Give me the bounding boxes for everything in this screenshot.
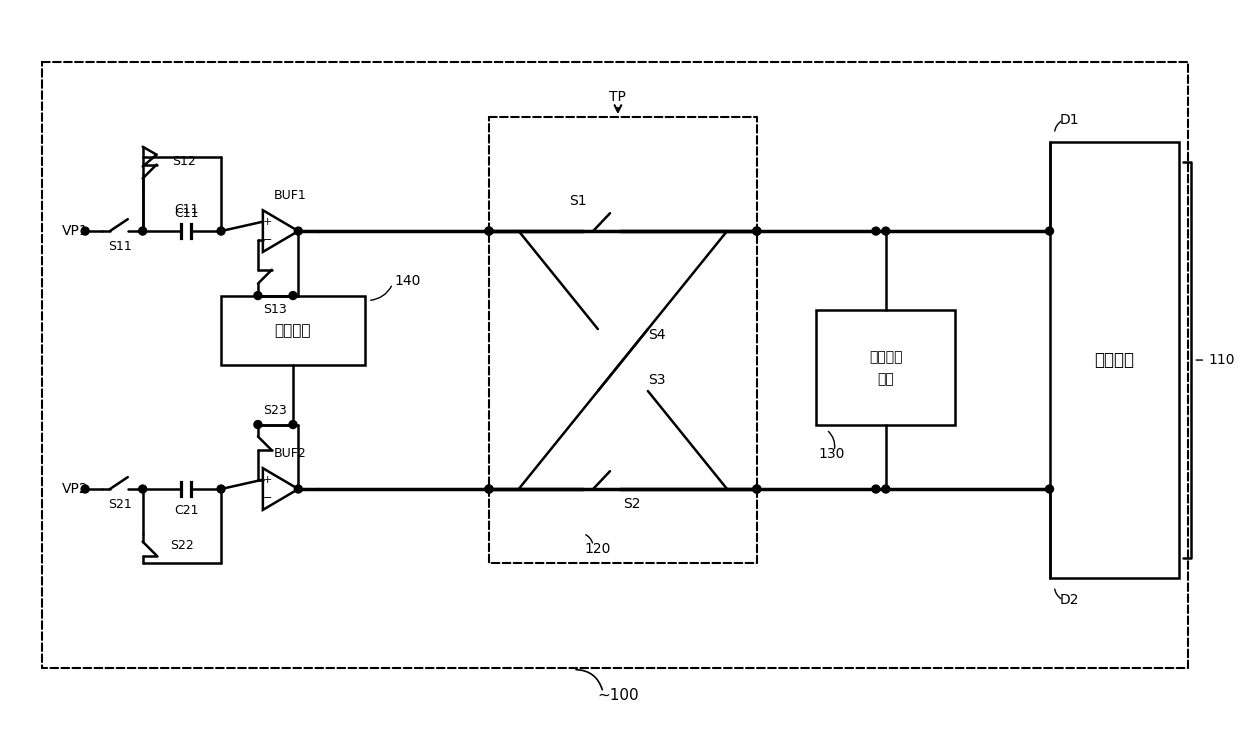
Text: S11: S11 xyxy=(108,240,131,254)
Text: 电路: 电路 xyxy=(878,372,894,386)
Text: D1: D1 xyxy=(1059,113,1079,127)
Text: ~100: ~100 xyxy=(598,688,639,703)
Text: 140: 140 xyxy=(394,273,422,287)
Circle shape xyxy=(294,227,303,235)
Circle shape xyxy=(485,227,494,235)
Text: C21: C21 xyxy=(174,504,198,517)
Circle shape xyxy=(139,227,146,235)
Circle shape xyxy=(254,421,262,429)
Circle shape xyxy=(753,485,761,493)
Circle shape xyxy=(217,227,224,235)
Text: S13: S13 xyxy=(263,303,286,316)
Text: S22: S22 xyxy=(170,539,195,552)
Text: 110: 110 xyxy=(1208,353,1235,367)
Circle shape xyxy=(1045,227,1054,235)
Text: S4: S4 xyxy=(647,328,665,342)
Circle shape xyxy=(81,485,89,493)
Circle shape xyxy=(289,421,296,429)
Text: BUF1: BUF1 xyxy=(274,189,306,202)
Text: 130: 130 xyxy=(818,447,844,461)
Text: −: − xyxy=(263,493,273,504)
Text: 调整电路: 调整电路 xyxy=(275,323,311,338)
Circle shape xyxy=(485,485,494,493)
Circle shape xyxy=(254,292,262,300)
Circle shape xyxy=(217,485,224,493)
Text: 电荷分享: 电荷分享 xyxy=(869,350,903,364)
Text: VP1: VP1 xyxy=(62,224,89,238)
Text: BUF2: BUF2 xyxy=(274,447,306,460)
Circle shape xyxy=(882,227,890,235)
Circle shape xyxy=(485,227,494,235)
Circle shape xyxy=(872,227,880,235)
Text: D2: D2 xyxy=(1059,593,1079,607)
Text: +: + xyxy=(263,475,273,485)
Circle shape xyxy=(882,485,890,493)
Text: S1: S1 xyxy=(569,194,587,208)
Text: +: + xyxy=(263,217,273,226)
Text: S21: S21 xyxy=(108,498,131,512)
Text: 显示面板: 显示面板 xyxy=(1094,351,1135,369)
Circle shape xyxy=(753,227,761,235)
Text: S2: S2 xyxy=(622,497,640,511)
Text: −: − xyxy=(263,235,273,246)
Circle shape xyxy=(753,485,761,493)
Circle shape xyxy=(753,227,761,235)
Text: C11: C11 xyxy=(174,203,198,216)
Circle shape xyxy=(81,227,89,235)
Text: 120: 120 xyxy=(585,542,611,556)
Circle shape xyxy=(1045,485,1054,493)
Text: C11: C11 xyxy=(174,207,198,220)
Circle shape xyxy=(294,485,303,493)
Text: S23: S23 xyxy=(263,404,286,417)
Text: VP2: VP2 xyxy=(62,482,89,496)
Circle shape xyxy=(872,485,880,493)
Circle shape xyxy=(485,485,494,493)
Text: S3: S3 xyxy=(647,373,665,387)
Circle shape xyxy=(289,292,296,300)
Text: S12: S12 xyxy=(172,155,196,168)
Circle shape xyxy=(139,485,146,493)
Text: TP: TP xyxy=(610,90,626,104)
